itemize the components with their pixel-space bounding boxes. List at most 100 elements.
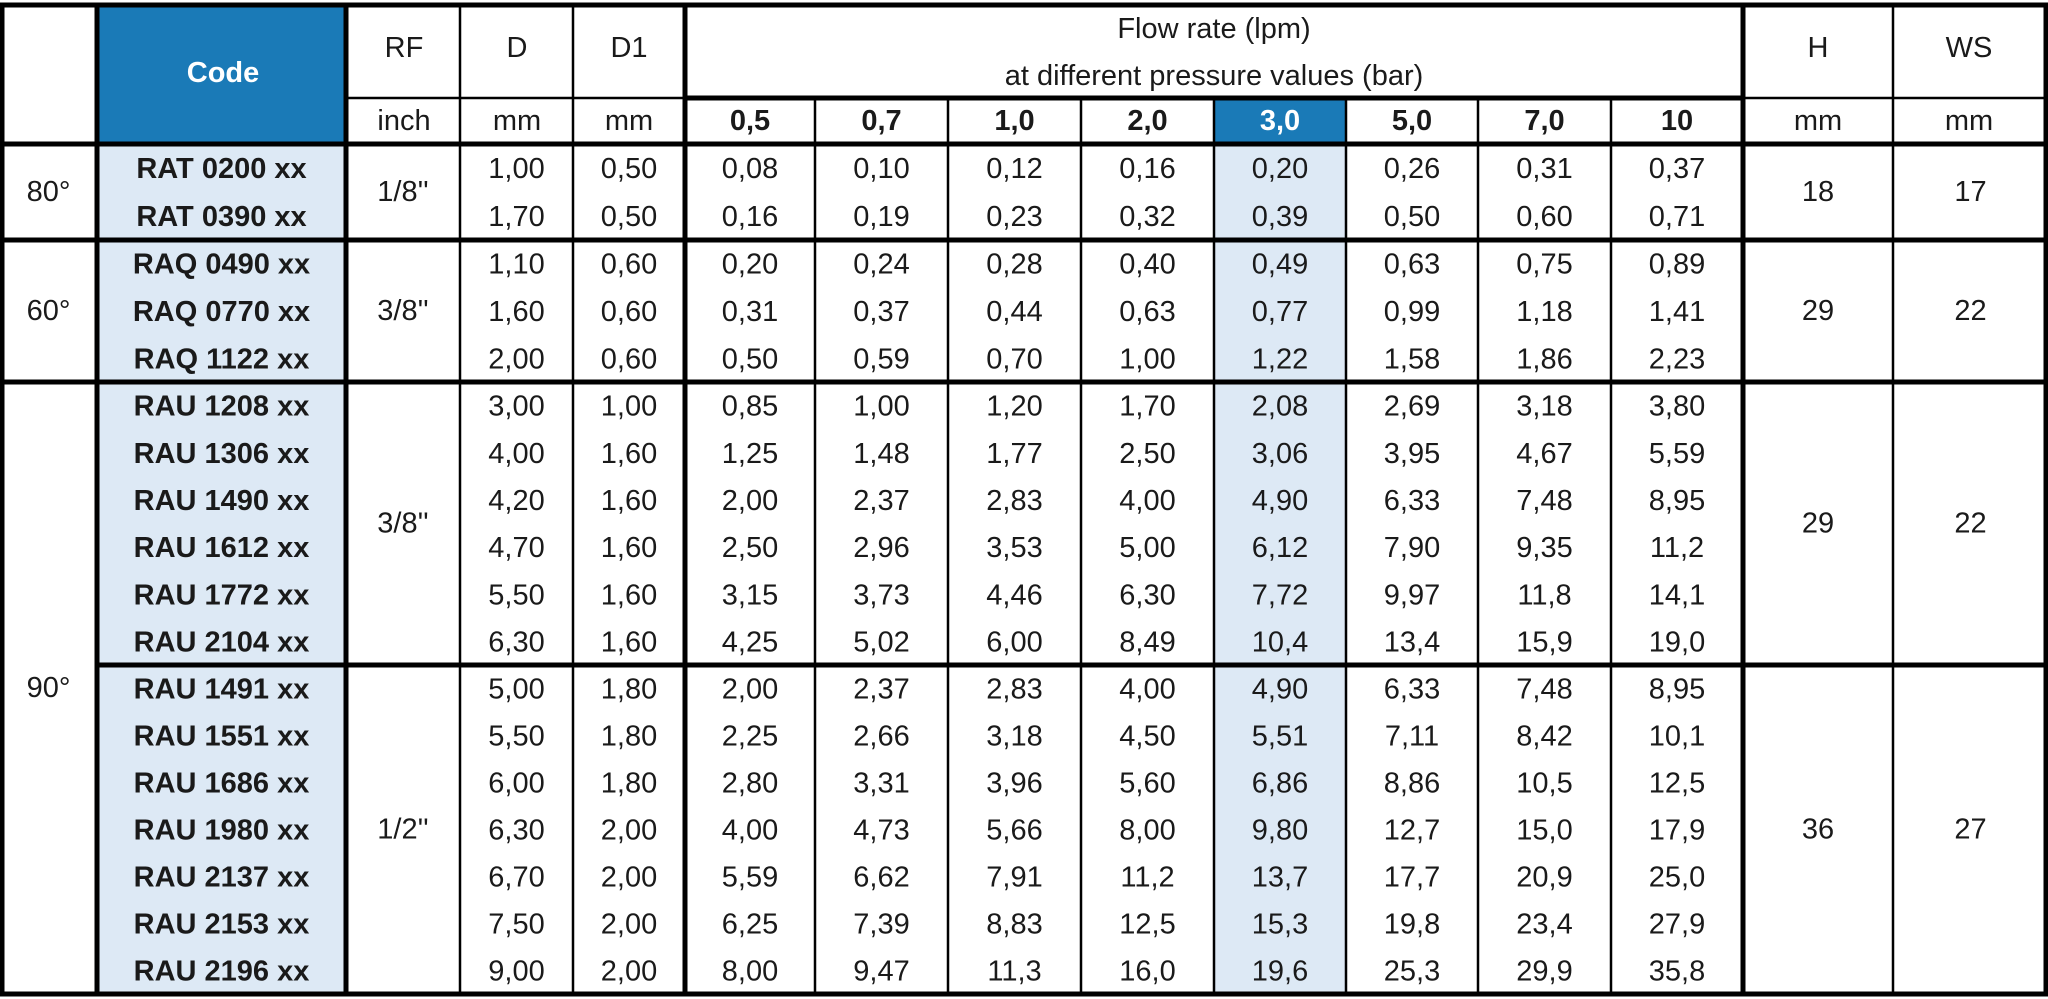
row-d-value: 4,70: [488, 532, 544, 564]
row-d1-value: 0,60: [601, 296, 657, 328]
row-flow-value: 1,00: [1119, 343, 1175, 375]
row-flow-value: 25,0: [1649, 862, 1705, 894]
group-rf: 3/8'': [377, 508, 428, 540]
row-flow-value: 1,25: [722, 438, 778, 470]
row-code: RAU 1490 xx: [134, 485, 310, 517]
row-flow-value: 29,9: [1516, 956, 1572, 988]
row-flow-value: 27,9: [1649, 909, 1705, 941]
row-flow-value: 8,95: [1649, 674, 1705, 706]
row-d-value: 6,00: [488, 768, 544, 800]
group-ws: 22: [1954, 508, 1986, 540]
group-angle: 90°: [27, 672, 71, 704]
row-flow-value: 0,16: [1119, 153, 1175, 185]
row-d-value: 4,00: [488, 438, 544, 470]
row-flow-value: 4,00: [1119, 485, 1175, 517]
row-flow-value: 2,08: [1252, 391, 1308, 423]
header-code: Code: [187, 57, 260, 89]
row-flow-value: 2,66: [853, 721, 909, 753]
row-flow-value: 11,2: [1650, 532, 1704, 564]
row-flow-value: 0,19: [853, 201, 909, 233]
unit-ws: mm: [1945, 105, 1993, 137]
row-flow-value: 25,3: [1384, 956, 1440, 988]
row-d-value: 1,00: [488, 153, 544, 185]
header-ws: WS: [1946, 32, 1993, 64]
row-d-value: 6,70: [488, 862, 544, 894]
row-flow-value: 0,20: [1252, 153, 1308, 185]
row-code: RAU 1612 xx: [134, 532, 310, 564]
header-d: D: [507, 32, 528, 64]
row-flow-value: 0,16: [722, 201, 778, 233]
row-flow-value: 15,3: [1252, 909, 1308, 941]
row-d1-value: 0,50: [601, 201, 657, 233]
header-flow-subtitle: at different pressure values (bar): [1005, 60, 1424, 92]
row-d-value: 2,00: [488, 343, 544, 375]
row-flow-value: 3,31: [853, 768, 909, 800]
row-flow-value: 4,67: [1516, 438, 1572, 470]
row-d1-value: 1,80: [601, 768, 657, 800]
row-flow-value: 2,80: [722, 768, 778, 800]
code-column-bg: [97, 144, 346, 994]
row-flow-value: 7,48: [1516, 674, 1572, 706]
row-flow-value: 6,12: [1252, 532, 1308, 564]
row-flow-value: 9,47: [853, 956, 909, 988]
row-flow-value: 0,28: [986, 249, 1042, 281]
row-code: RAU 2196 xx: [134, 956, 310, 988]
group-ws: 22: [1954, 295, 1986, 327]
row-flow-value: 2,83: [986, 674, 1042, 706]
row-flow-value: 10,4: [1252, 626, 1308, 658]
row-flow-value: 7,39: [853, 909, 909, 941]
row-flow-value: 3,80: [1649, 391, 1705, 423]
row-flow-value: 19,0: [1649, 626, 1705, 658]
row-flow-value: 23,4: [1516, 909, 1572, 941]
row-flow-value: 0,89: [1649, 249, 1705, 281]
row-flow-value: 0,20: [722, 249, 778, 281]
row-flow-value: 0,60: [1516, 201, 1572, 233]
row-code: RAT 0390 xx: [136, 201, 306, 233]
pressure-header-1: 0,7: [861, 105, 901, 137]
row-flow-value: 0,63: [1384, 249, 1440, 281]
group-h: 29: [1802, 508, 1834, 540]
pressure-header-2: 1,0: [994, 105, 1034, 137]
row-flow-value: 16,0: [1119, 956, 1175, 988]
row-flow-value: 15,0: [1516, 815, 1572, 847]
row-flow-value: 0,37: [853, 296, 909, 328]
row-flow-value: 9,97: [1384, 579, 1440, 611]
row-flow-value: 9,35: [1516, 532, 1572, 564]
row-flow-value: 8,00: [1119, 815, 1175, 847]
row-d1-value: 2,00: [601, 956, 657, 988]
row-d1-value: 0,50: [601, 153, 657, 185]
row-flow-value: 6,33: [1384, 674, 1440, 706]
row-flow-value: 0,26: [1384, 153, 1440, 185]
row-code: RAU 1772 xx: [134, 579, 310, 611]
row-flow-value: 8,83: [986, 909, 1042, 941]
row-flow-value: 0,63: [1119, 296, 1175, 328]
row-flow-value: 1,70: [1119, 391, 1175, 423]
row-flow-value: 0,44: [986, 296, 1042, 328]
row-flow-value: 2,23: [1649, 343, 1705, 375]
group-ws: 27: [1954, 814, 1986, 846]
row-flow-value: 10,5: [1516, 768, 1572, 800]
row-flow-value: 0,23: [986, 201, 1042, 233]
group-ws: 17: [1954, 176, 1986, 208]
row-flow-value: 0,31: [722, 296, 778, 328]
row-flow-value: 4,73: [853, 815, 909, 847]
row-d1-value: 2,00: [601, 909, 657, 941]
group-rf: 1/8'': [377, 176, 428, 208]
row-flow-value: 19,6: [1252, 956, 1308, 988]
row-flow-value: 0,12: [986, 153, 1042, 185]
row-flow-value: 3,15: [722, 579, 778, 611]
group-h: 36: [1802, 814, 1834, 846]
row-d-value: 4,20: [488, 485, 544, 517]
group-rf: 1/2'': [377, 814, 428, 846]
row-d1-value: 1,60: [601, 626, 657, 658]
row-flow-value: 11,8: [1517, 579, 1571, 611]
row-flow-value: 3,53: [986, 532, 1042, 564]
row-flow-value: 0,77: [1252, 296, 1308, 328]
row-flow-value: 0,10: [853, 153, 909, 185]
row-code: RAQ 0770 xx: [133, 296, 310, 328]
row-d-value: 3,00: [488, 391, 544, 423]
row-d1-value: 1,60: [601, 438, 657, 470]
row-flow-value: 0,70: [986, 343, 1042, 375]
row-flow-value: 0,85: [722, 391, 778, 423]
